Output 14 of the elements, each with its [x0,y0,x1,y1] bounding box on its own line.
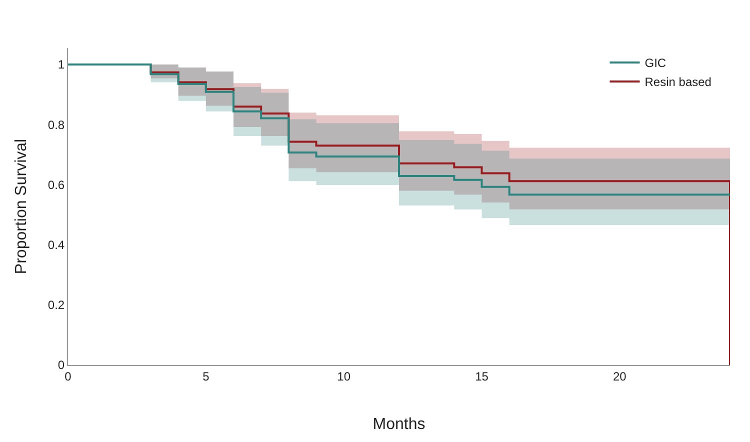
legend-label: Resin based [644,75,712,90]
y-tick-label: 0.6 [48,178,65,192]
x-tick-label: 20 [612,369,627,384]
x-axis-title: Months [372,416,426,434]
y-tick-label: 0.4 [48,238,65,252]
x-tick-label: 10 [337,369,351,384]
x-tick-label: 15 [475,369,489,384]
y-tick-label: 0.8 [48,118,65,132]
legend-label: GIC [644,56,666,70]
y-axis-title: Proportion Survival [13,138,30,274]
x-tick-label: 5 [202,369,210,384]
y-tick-label: 0 [58,358,65,372]
y-tick-label: 0.2 [48,298,65,312]
y-tick-label: 1 [58,58,65,72]
